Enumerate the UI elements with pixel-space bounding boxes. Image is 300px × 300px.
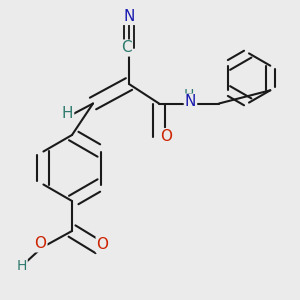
Text: H: H [183, 88, 194, 102]
Text: H: H [62, 106, 73, 122]
Text: H: H [16, 259, 27, 272]
Text: N: N [123, 9, 135, 24]
Text: O: O [160, 129, 172, 144]
Text: N: N [185, 94, 196, 110]
Text: O: O [34, 236, 46, 251]
Text: O: O [97, 237, 109, 252]
Text: C: C [121, 40, 131, 56]
